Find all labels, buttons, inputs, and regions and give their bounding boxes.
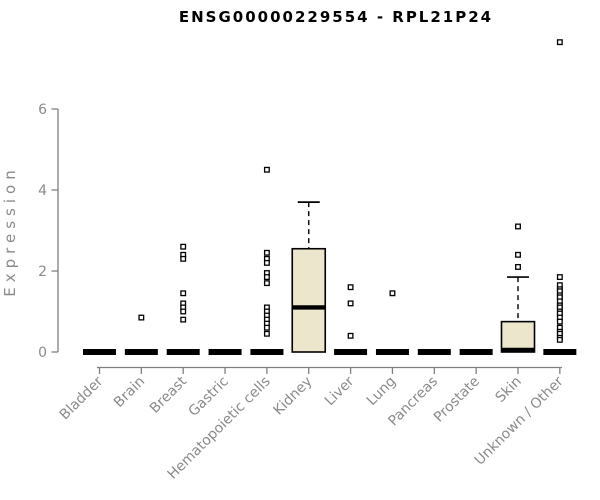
chart-title: ENSG00000229554 - RPL21P24 [178, 8, 494, 26]
boxplot-gastric [208, 349, 242, 355]
collapsed-box [543, 349, 577, 355]
y-tick-label: 6 [38, 102, 47, 118]
y-axis-label: Expression [1, 165, 19, 297]
box [500, 320, 536, 353]
collapsed-box [166, 349, 200, 355]
boxplot-bladder [83, 349, 116, 355]
outlier-point [263, 280, 270, 287]
collapsed-box [334, 349, 368, 355]
outlier-point [263, 259, 270, 266]
outlier-point [556, 336, 563, 343]
outlier-point [263, 324, 270, 331]
box [291, 247, 327, 353]
outlier-point [263, 249, 270, 256]
boxplot-prostate [459, 349, 493, 355]
outlier-point [263, 330, 270, 337]
outlier-point [515, 223, 521, 230]
outlier-point [263, 166, 270, 173]
y-tick-label: 4 [38, 183, 47, 199]
boxplot-pancreas [417, 349, 451, 355]
outlier-point [138, 314, 145, 321]
outlier-point [180, 290, 187, 297]
boxplot-kidney [291, 201, 327, 353]
y-tick-label: 2 [38, 264, 47, 280]
boxplot-liver [334, 284, 368, 355]
outlier-point [515, 263, 521, 270]
x-tick-label-bladder: Bladder [57, 373, 107, 423]
outlier-point [556, 318, 563, 325]
outlier-point [556, 274, 563, 281]
outlier-point [389, 290, 396, 297]
outlier-point [263, 274, 270, 281]
boxplot-brain [124, 314, 158, 355]
boxplot-hematopoietic-cells [250, 166, 284, 355]
x-tick-label-skin: Skin [492, 374, 524, 406]
outlier-point [556, 39, 563, 46]
outlier-point [515, 251, 521, 258]
collapsed-box [124, 349, 158, 355]
outlier-point [347, 300, 354, 307]
collapsed-box [83, 349, 116, 355]
outlier-point [180, 316, 187, 323]
boxplot-breast [166, 243, 200, 355]
x-tick-label-breast: Breast [147, 373, 191, 417]
outlier-point [347, 332, 354, 339]
boxplot-skin [500, 223, 536, 353]
boxplot-lung [375, 290, 409, 355]
x-tick-label-lung: Lung [364, 374, 399, 409]
y-tick-label: 0 [38, 345, 47, 361]
outlier-point [180, 308, 187, 315]
x-tick-label-liver: Liver [322, 373, 358, 409]
outlier-point [180, 243, 187, 250]
collapsed-box [208, 349, 242, 355]
collapsed-box [375, 349, 409, 355]
x-tick-label-prostate: Prostate [431, 374, 483, 426]
collapsed-box [250, 349, 284, 355]
x-tick-label-brain: Brain [111, 374, 148, 411]
outlier-point [180, 255, 187, 262]
x-tick-label-kidney: Kidney [271, 374, 316, 419]
boxplot-unknown-other [543, 39, 577, 355]
collapsed-box [459, 349, 493, 355]
outlier-point [347, 284, 354, 291]
collapsed-box [417, 349, 451, 355]
